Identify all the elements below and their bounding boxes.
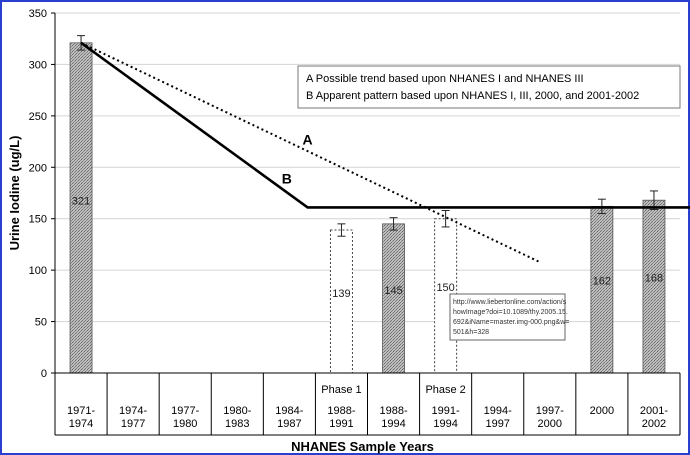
trend-label-A: A	[303, 132, 313, 148]
y-tick-label-0: 0	[41, 368, 47, 380]
legend-entry-a: A Possible trend based upon NHANES I and…	[306, 73, 584, 85]
trend-label-B: B	[282, 171, 292, 187]
y-tick-label-300: 300	[29, 59, 47, 71]
x-tick-label-11-0: 2001-	[640, 405, 668, 417]
x-tick-label-1-1: 1977	[121, 418, 145, 430]
x-tick-label-8-0: 1994-	[484, 405, 512, 417]
bar-value-label-145: 145	[384, 285, 402, 297]
x-tick-label-9-0: 1997-	[536, 405, 564, 417]
bar-168	[642, 199, 666, 374]
x-tick-label-1-0: 1974-	[119, 405, 147, 417]
x-axis-title: NHANES Sample Years	[291, 439, 434, 454]
bar-value-label-168: 168	[645, 272, 663, 284]
x-tick-label-9-1: 2000	[538, 418, 562, 430]
x-tick-label-7-1: 1994	[433, 418, 457, 430]
y-tick-label-50: 50	[35, 317, 47, 329]
x-tick-label-5-1: 1991	[329, 418, 353, 430]
url-tooltip-line-0: http://www.liebertonline.com/action/s	[453, 299, 567, 306]
bar-value-label-162: 162	[593, 276, 611, 288]
x-tick-label-2-0: 1977-	[171, 405, 199, 417]
x-tick-label-0-1: 1974	[69, 418, 93, 430]
x-tick-label-4-1: 1987	[277, 418, 301, 430]
bar-139	[329, 229, 353, 374]
legend-entry-b: B Apparent pattern based upon NHANES I, …	[306, 90, 639, 102]
url-tooltip-line-3: 501&h=328	[453, 329, 489, 336]
x-tick-label-6-1: 1994	[381, 418, 405, 430]
phase-label-1: Phase 2	[425, 384, 465, 396]
x-tick-label-3-0: 1980-	[223, 405, 251, 417]
bar-value-label-139: 139	[332, 288, 350, 300]
y-axis-title: Urine Iodine (ug/L)	[7, 136, 22, 251]
trend-line-B	[80, 41, 690, 209]
y-tick-label-100: 100	[29, 265, 47, 277]
bar-321	[69, 42, 93, 374]
x-tick-label-3-1: 1983	[225, 418, 249, 430]
bar-value-label-150: 150	[436, 282, 454, 294]
x-tick-label-6-0: 1988-	[379, 405, 407, 417]
url-tooltip-line-2: 692&iName=master.img-000.png&w=	[453, 319, 569, 326]
bar-162	[590, 205, 614, 374]
x-tick-label-7-0: 1991-	[432, 405, 460, 417]
bar-value-label-321: 321	[72, 196, 90, 208]
url-tooltip-line-1: howImage?doi=10.1089/thy.2005.15.	[453, 309, 568, 316]
x-tick-label-0-0: 1971-	[67, 405, 95, 417]
x-tick-label-2-1: 1980	[173, 418, 197, 430]
y-tick-label-250: 250	[29, 111, 47, 123]
legend-box	[297, 65, 681, 109]
y-tick-label-200: 200	[29, 162, 47, 174]
x-tick-label-8-1: 1997	[485, 418, 509, 430]
y-tick-label-150: 150	[29, 214, 47, 226]
x-tick-label-10-0: 2000	[590, 405, 614, 417]
x-tick-label-11-1: 2002	[642, 418, 666, 430]
x-tick-label-4-0: 1984-	[275, 405, 303, 417]
bar-145	[382, 223, 405, 374]
x-tick-label-5-0: 1988-	[327, 405, 355, 417]
url-tooltip	[449, 293, 566, 341]
phase-label-0: Phase 1	[321, 384, 361, 396]
y-tick-label-350: 350	[29, 8, 47, 20]
